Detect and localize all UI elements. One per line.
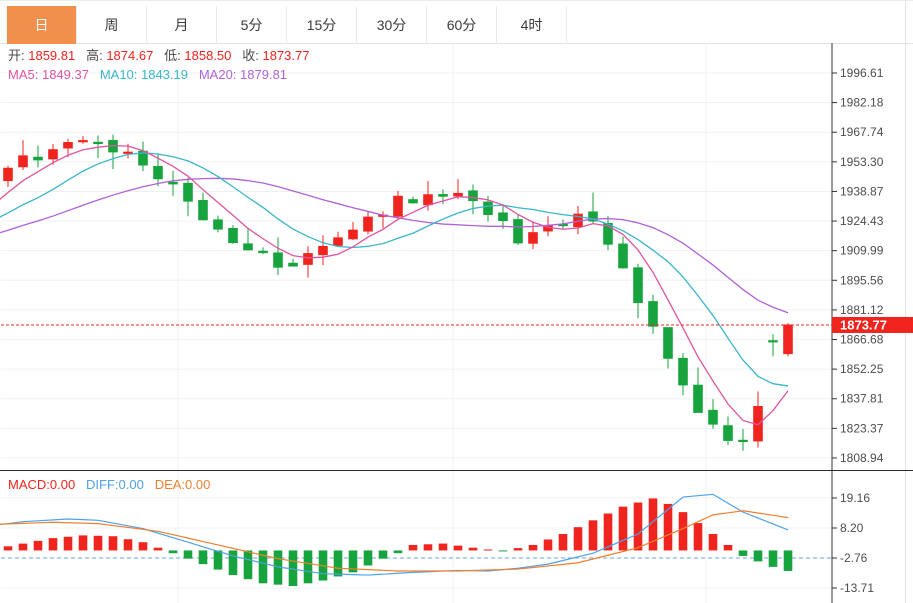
svg-text:19.16: 19.16 <box>840 491 870 505</box>
svg-text:1938.87: 1938.87 <box>840 184 884 198</box>
svg-text:1982.18: 1982.18 <box>840 96 884 110</box>
svg-text:1808.94: 1808.94 <box>840 451 884 465</box>
svg-text:1823.37: 1823.37 <box>840 421 884 435</box>
svg-text:1967.74: 1967.74 <box>840 125 884 139</box>
svg-text:1866.68: 1866.68 <box>840 333 884 347</box>
svg-text:1873.77: 1873.77 <box>840 317 887 332</box>
svg-text:8.20: 8.20 <box>840 521 864 535</box>
svg-text:-2.76: -2.76 <box>840 551 868 565</box>
svg-text:1909.99: 1909.99 <box>840 244 884 258</box>
svg-text:1837.81: 1837.81 <box>840 392 884 406</box>
svg-text:1852.25: 1852.25 <box>840 362 884 376</box>
svg-text:-13.71: -13.71 <box>840 581 874 595</box>
svg-text:1953.30: 1953.30 <box>840 155 884 169</box>
svg-text:1924.43: 1924.43 <box>840 214 884 228</box>
svg-text:1881.12: 1881.12 <box>840 303 884 317</box>
svg-text:1895.56: 1895.56 <box>840 273 884 287</box>
svg-text:1996.61: 1996.61 <box>840 66 884 80</box>
